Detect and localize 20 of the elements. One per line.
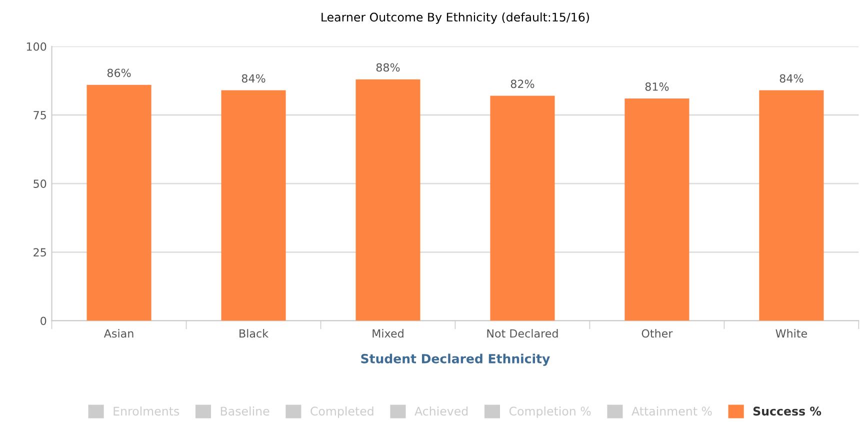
x-tick-label: Other [642,329,673,338]
y-tick-label: 75 [34,111,46,120]
data-label: 82% [510,80,534,88]
y-tick-label: 25 [34,248,46,257]
x-tick-label: Black [240,329,269,338]
y-tick-label: 100 [26,42,46,51]
data-label: 88% [376,63,400,72]
legend-label: Success % [753,406,822,416]
y-tick-label: 0 [40,316,46,326]
data-label: 84% [242,74,266,83]
x-axis-title: Student Declared Ethnicity [361,354,550,366]
x-tick-label: Not Declared [487,329,558,338]
x-tick-label: Asian [104,329,134,338]
data-label: 84% [780,74,804,83]
y-tick-label: 50 [34,180,46,188]
data-label: 81% [645,82,669,91]
chart-title: Learner Outcome By Ethnicity (default:15/16) [322,12,589,24]
x-tick-label: Mixed [372,329,404,338]
data-label: 86% [107,68,131,78]
x-tick-label: White [776,329,808,338]
